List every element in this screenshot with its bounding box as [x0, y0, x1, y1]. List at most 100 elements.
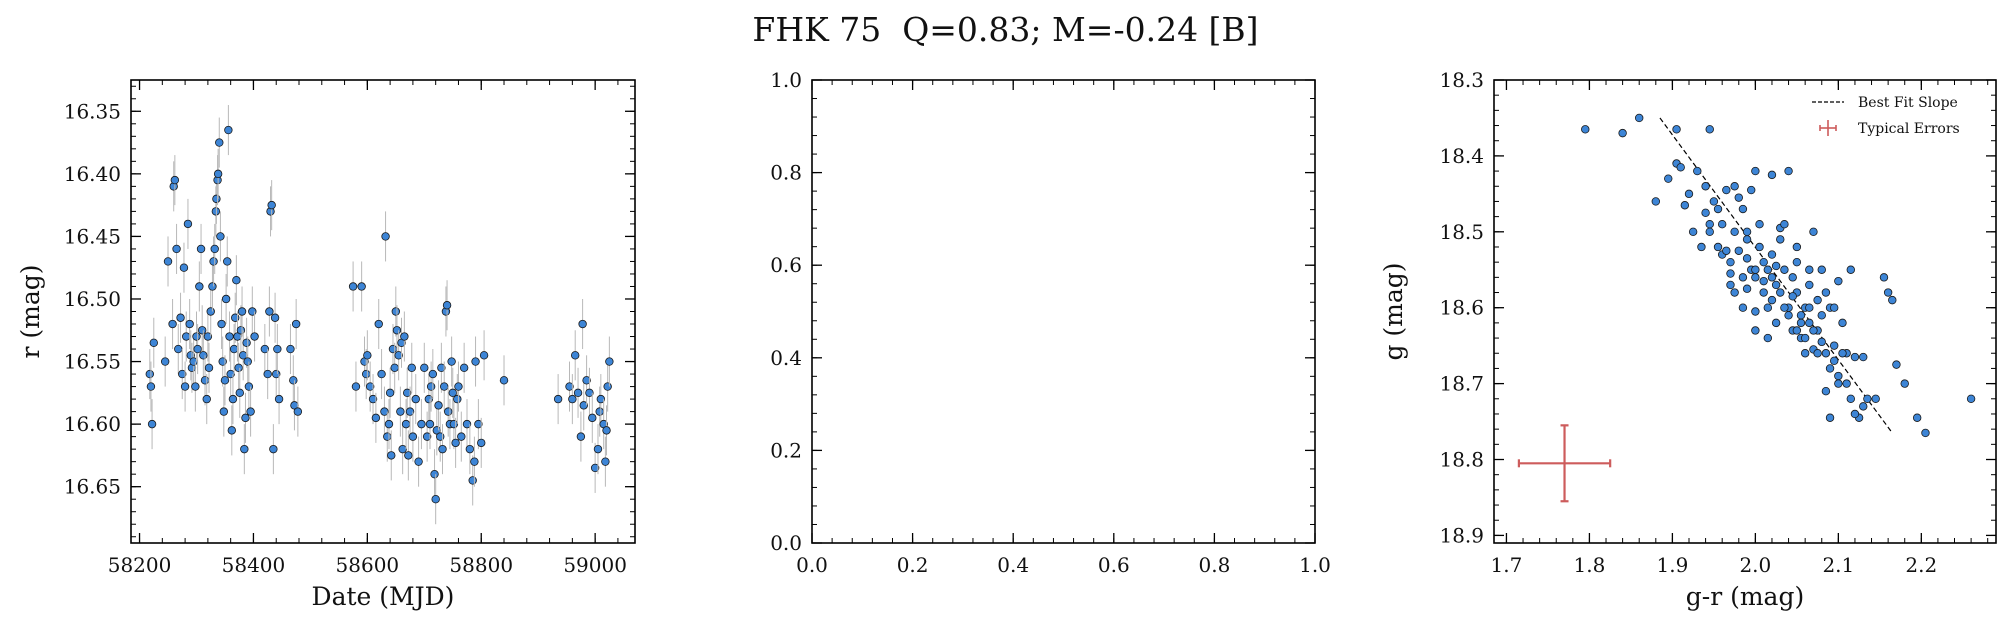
data-point: [1821, 386, 1831, 396]
data-point: [1800, 349, 1810, 358]
x-tick-label: 2.1: [1822, 553, 1854, 577]
data-point: [1581, 125, 1590, 134]
data-point: [1734, 193, 1743, 202]
data-point: [213, 169, 223, 179]
data-point: [199, 351, 208, 360]
data-point: [1759, 257, 1768, 267]
data-point: [1680, 201, 1690, 210]
data-point: [1912, 413, 1922, 422]
x-tick-label: 1.8: [1574, 553, 1606, 577]
data-point: [174, 344, 183, 354]
data-point: [381, 232, 390, 241]
data-point: [1763, 265, 1773, 274]
data-point: [368, 394, 378, 404]
data-point: [449, 419, 459, 429]
data-point: [1767, 250, 1777, 259]
data-point: [1697, 242, 1706, 252]
data-point: [374, 319, 383, 329]
data-point: [1792, 326, 1802, 335]
plot-frame: [130, 79, 636, 544]
data-point: [438, 444, 447, 454]
data-point: [447, 357, 456, 366]
data-point: [1805, 303, 1814, 312]
data-point: [403, 388, 412, 398]
data-point: [1684, 189, 1694, 199]
data-point: [1742, 227, 1752, 237]
data-point: [362, 369, 371, 379]
legend-swatch-typical-errors: [1819, 120, 1837, 136]
data-point: [1792, 242, 1802, 252]
data-point: [217, 319, 226, 329]
y-axis-label: g (mag): [1379, 262, 1408, 360]
data-point: [442, 301, 452, 310]
data-point: [1879, 273, 1889, 282]
data-point: [265, 307, 274, 316]
y-tick-label: 0.0: [770, 531, 802, 555]
data-point: [1850, 409, 1860, 419]
data-point: [146, 382, 156, 391]
y-tick-label: 0.4: [770, 346, 802, 370]
best-fit-line: [1659, 117, 1893, 434]
data-point: [1966, 394, 1976, 403]
data-point: [1751, 307, 1760, 316]
data-point: [178, 369, 187, 379]
data-point: [1635, 113, 1644, 123]
data-point: [582, 376, 591, 385]
data-point: [388, 344, 398, 354]
y-tick-label: 0.8: [770, 161, 802, 185]
data-point: [417, 419, 426, 429]
data-point: [270, 313, 280, 322]
data-point: [224, 125, 233, 135]
data-point: [1871, 394, 1880, 403]
chart-legend: Best Fit Slope Typical Errors: [1812, 95, 1960, 137]
data-point: [568, 394, 577, 404]
data-point: [431, 495, 440, 504]
data-point: [394, 351, 403, 360]
data-point: [1805, 265, 1814, 274]
data-point: [1717, 220, 1727, 229]
data-point: [1829, 341, 1839, 350]
y-tick-label: 16.55: [64, 350, 121, 374]
data-point: [1713, 242, 1723, 252]
data-point: [1771, 280, 1781, 290]
data-point: [289, 376, 298, 385]
data-point: [225, 332, 234, 341]
data-point: [602, 426, 611, 435]
data-point: [1825, 413, 1835, 422]
data-point: [1705, 220, 1714, 229]
data-point: [1730, 227, 1739, 237]
data-point: [391, 307, 401, 316]
data-point: [425, 419, 435, 429]
data-point: [149, 338, 158, 347]
data-point: [1738, 303, 1748, 312]
data-point: [1813, 349, 1822, 358]
data-point: [451, 438, 460, 448]
data-point: [499, 376, 509, 385]
data-point: [180, 382, 190, 391]
data-point: [1672, 125, 1681, 134]
data-point: [1846, 394, 1855, 403]
data-point: [453, 394, 462, 404]
data-point: [1722, 246, 1731, 255]
data-point: [193, 344, 202, 354]
data-point: [1771, 261, 1781, 271]
data-point: [1726, 280, 1735, 290]
data-point: [203, 332, 213, 341]
data-point: [197, 326, 207, 335]
y-tick-label: 16.35: [64, 99, 121, 123]
data-point: [1771, 318, 1781, 328]
data-point: [414, 457, 423, 466]
data-point: [470, 457, 479, 466]
data-point: [221, 294, 231, 304]
data-point: [430, 469, 439, 479]
data-point: [195, 282, 204, 291]
data-point: [363, 351, 372, 360]
y-tick-label: 0.6: [770, 253, 802, 277]
data-point: [444, 407, 453, 416]
data-point: [1788, 273, 1797, 282]
data-point: [1829, 303, 1839, 312]
data-point: [1863, 394, 1872, 403]
data-point: [1817, 311, 1826, 320]
data-point: [1834, 371, 1843, 381]
plot-frame: [1493, 79, 1997, 544]
